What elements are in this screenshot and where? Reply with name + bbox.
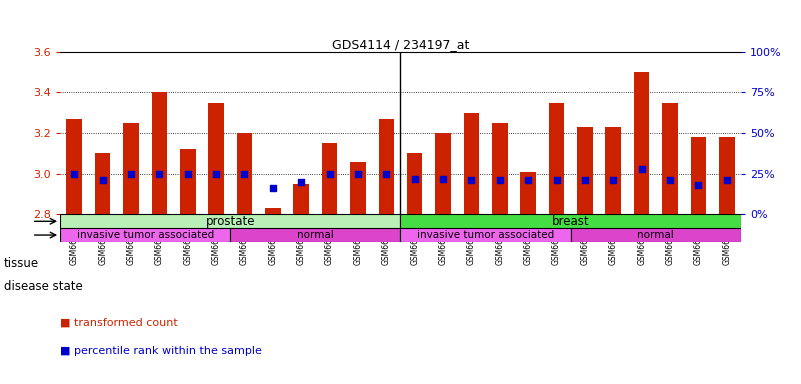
Point bbox=[267, 185, 280, 192]
Bar bbox=[322, 143, 337, 214]
Point bbox=[663, 177, 676, 183]
Text: tissue: tissue bbox=[4, 257, 39, 270]
Bar bbox=[492, 123, 508, 214]
Title: GDS4114 / 234197_at: GDS4114 / 234197_at bbox=[332, 38, 469, 51]
Text: prostate: prostate bbox=[206, 215, 255, 228]
Bar bbox=[208, 103, 224, 214]
Bar bbox=[379, 119, 394, 214]
Point bbox=[295, 179, 308, 185]
Point bbox=[692, 182, 705, 188]
Point bbox=[323, 171, 336, 177]
Point bbox=[437, 175, 449, 182]
Bar bbox=[690, 137, 706, 214]
Bar bbox=[231, 228, 400, 242]
Point bbox=[210, 171, 223, 177]
Text: ■ transformed count: ■ transformed count bbox=[60, 318, 178, 328]
Bar bbox=[407, 154, 422, 214]
Bar bbox=[60, 228, 231, 242]
Text: disease state: disease state bbox=[4, 280, 83, 293]
Point bbox=[68, 171, 81, 177]
Bar bbox=[606, 127, 621, 214]
Bar bbox=[293, 184, 309, 214]
Point bbox=[521, 177, 534, 183]
Point bbox=[465, 177, 478, 183]
Bar bbox=[60, 214, 400, 228]
Point bbox=[380, 171, 392, 177]
Bar bbox=[570, 228, 741, 242]
Bar bbox=[662, 103, 678, 214]
Point bbox=[181, 171, 194, 177]
Bar bbox=[123, 123, 139, 214]
Bar bbox=[577, 127, 593, 214]
Bar bbox=[634, 72, 650, 214]
Text: ■ percentile rank within the sample: ■ percentile rank within the sample bbox=[60, 346, 262, 356]
Point bbox=[153, 171, 166, 177]
Point bbox=[409, 175, 421, 182]
Bar bbox=[435, 133, 451, 214]
Point bbox=[493, 177, 506, 183]
Bar bbox=[719, 137, 735, 214]
Text: normal: normal bbox=[638, 230, 674, 240]
Bar bbox=[151, 93, 167, 214]
Bar bbox=[400, 228, 570, 242]
Point bbox=[125, 171, 138, 177]
Point bbox=[578, 177, 591, 183]
Point bbox=[238, 171, 251, 177]
Bar bbox=[236, 133, 252, 214]
Point bbox=[607, 177, 620, 183]
Point bbox=[352, 171, 364, 177]
Point bbox=[96, 177, 109, 183]
Bar bbox=[400, 214, 741, 228]
Bar bbox=[66, 119, 82, 214]
Bar bbox=[265, 208, 280, 214]
Bar bbox=[95, 154, 111, 214]
Bar bbox=[180, 149, 195, 214]
Point bbox=[635, 166, 648, 172]
Text: normal: normal bbox=[297, 230, 334, 240]
Text: invasive tumor associated: invasive tumor associated bbox=[77, 230, 214, 240]
Bar bbox=[464, 113, 479, 214]
Text: breast: breast bbox=[552, 215, 590, 228]
Bar bbox=[521, 172, 536, 214]
Point bbox=[550, 177, 563, 183]
Bar bbox=[350, 162, 366, 214]
Point bbox=[720, 177, 733, 183]
Bar bbox=[549, 103, 565, 214]
Text: invasive tumor associated: invasive tumor associated bbox=[417, 230, 554, 240]
